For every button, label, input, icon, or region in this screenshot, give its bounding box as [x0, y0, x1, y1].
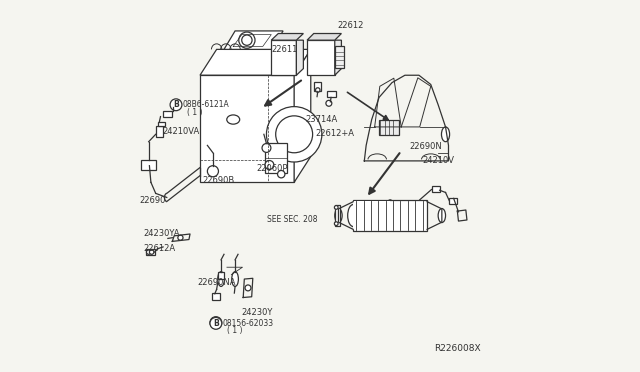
Bar — [163, 111, 172, 117]
Polygon shape — [296, 40, 303, 75]
Bar — [307, 40, 335, 75]
Text: B: B — [213, 319, 219, 328]
Bar — [271, 40, 296, 75]
Text: 22060P: 22060P — [257, 164, 288, 173]
Bar — [147, 249, 155, 256]
Text: 22690B: 22690B — [203, 176, 235, 185]
Ellipse shape — [348, 205, 359, 227]
Circle shape — [178, 235, 183, 240]
Circle shape — [242, 35, 252, 45]
Text: 22612: 22612 — [338, 21, 364, 30]
Text: 08B6-6121A: 08B6-6121A — [182, 100, 229, 109]
Polygon shape — [200, 75, 294, 182]
Bar — [431, 186, 440, 192]
Text: 24210VA: 24210VA — [162, 127, 199, 136]
Ellipse shape — [335, 209, 342, 222]
Text: 23714A: 23714A — [305, 115, 337, 124]
Circle shape — [170, 99, 182, 111]
Circle shape — [262, 144, 271, 153]
Text: 22690NA: 22690NA — [197, 278, 236, 287]
Text: 08156-62033: 08156-62033 — [223, 319, 274, 328]
Circle shape — [326, 100, 332, 106]
Bar — [335, 46, 344, 68]
Bar — [266, 143, 287, 173]
Polygon shape — [294, 49, 311, 182]
Bar — [449, 198, 458, 204]
Text: 24210V: 24210V — [422, 155, 454, 165]
Ellipse shape — [232, 272, 239, 286]
Circle shape — [239, 32, 255, 48]
Polygon shape — [224, 31, 283, 49]
Circle shape — [147, 250, 151, 254]
Text: 22690: 22690 — [140, 196, 166, 205]
Bar — [212, 293, 220, 300]
Text: 24230YA: 24230YA — [143, 230, 180, 238]
Ellipse shape — [385, 200, 396, 231]
Circle shape — [210, 317, 222, 328]
Text: 22611: 22611 — [271, 45, 298, 54]
Circle shape — [207, 166, 218, 177]
Bar — [156, 126, 163, 137]
Text: B: B — [173, 100, 179, 109]
Text: ( 1 ): ( 1 ) — [227, 326, 243, 335]
Circle shape — [334, 222, 338, 225]
Text: R226008X: R226008X — [435, 344, 481, 353]
Text: SEE SEC. 208: SEE SEC. 208 — [267, 215, 317, 224]
Text: ( 1 ): ( 1 ) — [187, 108, 203, 117]
Polygon shape — [307, 33, 341, 40]
Circle shape — [278, 170, 285, 178]
Circle shape — [276, 116, 312, 153]
Bar — [314, 82, 321, 92]
Ellipse shape — [438, 209, 445, 222]
Text: 22612+A: 22612+A — [316, 129, 355, 138]
Circle shape — [245, 285, 251, 291]
Circle shape — [316, 88, 320, 92]
Ellipse shape — [442, 127, 449, 142]
Circle shape — [149, 250, 154, 254]
Bar — [353, 200, 427, 231]
Polygon shape — [200, 49, 311, 75]
Text: 22690N: 22690N — [410, 142, 442, 151]
Bar — [353, 201, 390, 231]
Ellipse shape — [227, 115, 240, 124]
Circle shape — [334, 206, 338, 209]
Bar — [141, 160, 156, 170]
Text: 24230Y: 24230Y — [241, 308, 273, 317]
Circle shape — [210, 317, 222, 329]
Bar — [335, 205, 340, 226]
Ellipse shape — [218, 272, 225, 286]
Circle shape — [266, 107, 322, 162]
Polygon shape — [335, 40, 341, 75]
Polygon shape — [271, 33, 303, 40]
Bar — [158, 122, 165, 126]
Bar — [379, 120, 399, 135]
Bar — [218, 272, 225, 279]
Text: 22612A: 22612A — [143, 244, 175, 253]
Circle shape — [265, 161, 274, 169]
Bar — [328, 92, 335, 97]
